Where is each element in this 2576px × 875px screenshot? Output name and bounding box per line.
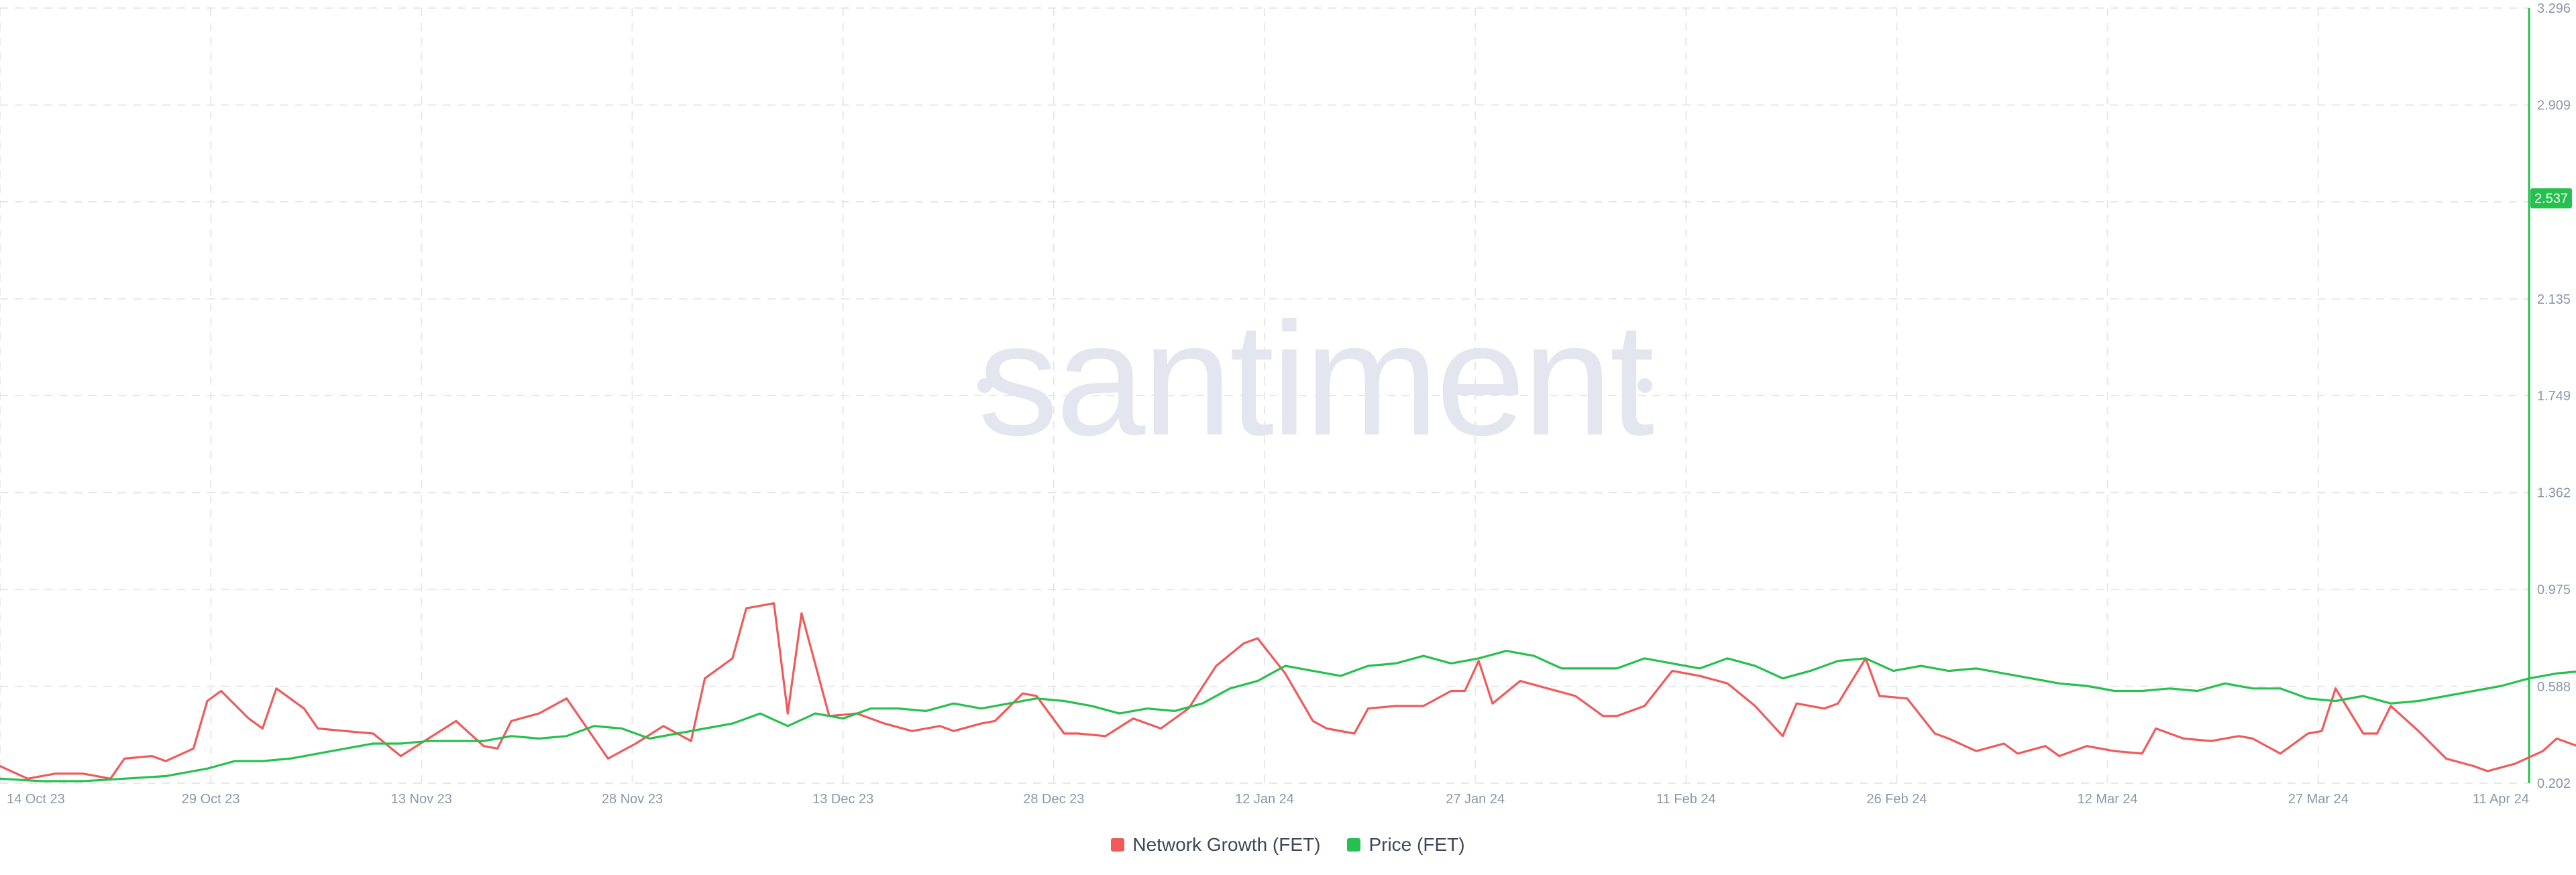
y-tick-label: 1.362 <box>2537 486 2571 501</box>
x-tick-label: 28 Dec 23 <box>1023 792 1084 807</box>
network-growth-line <box>0 602 2576 780</box>
x-tick-label: 11 Feb 24 <box>1656 792 1716 807</box>
x-tick-label: 14 Oct 23 <box>7 792 65 807</box>
x-tick-label: 29 Oct 23 <box>182 792 240 807</box>
watermark-dot-right <box>1638 378 1652 393</box>
x-tick-label: 12 Jan 24 <box>1235 792 1294 807</box>
last-price-badge <box>2530 188 2572 209</box>
legend-label-network-growth: Network Growth (FET) <box>1132 834 1321 855</box>
y-tick-label: 2.135 <box>2537 292 2571 307</box>
y-axis-ticks: 3.2962.9092.5232.1351.7491.3620.9750.588… <box>2537 1 2571 791</box>
x-tick-label: 13 Dec 23 <box>812 792 873 807</box>
y-tick-label: 0.588 <box>2537 680 2571 695</box>
x-tick-label: 11 Apr 24 <box>2473 792 2529 807</box>
last-price-label: 2.537 <box>2530 188 2572 209</box>
network-growth-swatch <box>1111 838 1125 852</box>
price-line <box>0 650 2576 782</box>
y-tick-label: 3.296 <box>2537 1 2571 16</box>
legend: Network Growth (FET) Price (FET) <box>0 830 2576 860</box>
legend-item-price[interactable]: Price (FET) <box>1347 834 1465 856</box>
y-tick-label: 2.909 <box>2537 99 2571 113</box>
x-tick-label: 13 Nov 23 <box>391 792 452 807</box>
y-tick-label: 0.202 <box>2537 776 2571 791</box>
x-tick-label: 26 Feb 24 <box>1866 792 1927 807</box>
price-swatch <box>1347 838 1361 852</box>
legend-item-network-growth[interactable]: Network Growth (FET) <box>1111 834 1320 856</box>
x-axis-ticks: 14 Oct 23 29 Oct 23 13 Nov 23 28 Nov 23 13 D… <box>7 792 2529 807</box>
santiment-watermark: santiment <box>978 289 1654 469</box>
y-tick-label: 1.749 <box>2537 389 2571 404</box>
legend-label-price: Price (FET) <box>1368 834 1465 855</box>
x-tick-label: 28 Nov 23 <box>602 792 663 807</box>
x-tick-label: 27 Jan 24 <box>1446 792 1505 807</box>
x-tick-label: 12 Mar 24 <box>2078 792 2138 807</box>
last-price-text: 2.537 <box>2534 192 2568 207</box>
y-tick-label: 0.975 <box>2537 583 2571 597</box>
x-tick-label: 27 Mar 24 <box>2288 792 2349 807</box>
watermark-dot-left <box>977 378 992 393</box>
series-layer <box>0 602 2576 782</box>
